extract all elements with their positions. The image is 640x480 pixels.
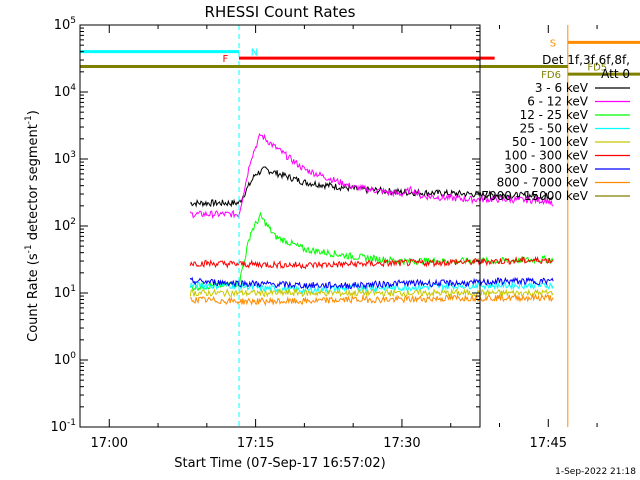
state-bar-label-6: FD6 [541,70,561,81]
series-line-1-segment-0 [189,133,554,220]
series-line-5-segment-0 [189,256,554,270]
legend-label-3: 25 - 50 keV [520,122,589,136]
y-tick-label-base-5: 10 [54,85,71,100]
x-axis-label: Start Time (07-Sep-17 16:57:02) [174,456,385,471]
state-bar-label-2: F [223,54,229,65]
legend-label-8: 7000 - 15000 keV [481,189,588,203]
series-line-2-segment-0 [189,211,554,292]
x-tick-label-3: 17:45 [530,436,567,451]
y-tick-label-exp-1: 0 [70,351,76,361]
y-tick-label-base-1: 10 [54,353,71,368]
chart-title: RHESSI Count Rates [205,3,356,21]
legend-label-6: 300 - 800 keV [504,162,588,176]
plot-frame [79,24,481,428]
y-tick-label-exp-4: 3 [70,150,76,160]
y-axis-label-suffix: ) [26,110,41,115]
y-tick-label-5: 104 [54,83,77,100]
y-tick-label-4: 103 [54,150,76,167]
legend-label-4: 50 - 100 keV [512,135,589,149]
y-axis-label-exp1: -1 [24,244,34,253]
state-bar-label-4: S [550,38,556,49]
y-tick-label-exp-6: 5 [70,16,76,26]
y-tick-label-2: 101 [54,284,76,301]
legend-label-1: 6 - 12 keV [527,95,589,109]
x-tick-label-1: 17:15 [237,436,274,451]
y-tick-label-base-4: 10 [54,152,71,167]
series-line-7-segment-0 [189,293,554,307]
legend-header-detectors: Det 1f,3f,6f,8f, [542,53,630,67]
y-axis-label-exp2: -1 [24,115,34,124]
y-tick-label-3: 102 [54,217,76,234]
y-tick-label-base-6: 10 [54,18,71,33]
plot-marks: N F S FD5 FD6 [79,25,640,427]
legend-label-7: 800 - 7000 keV [497,176,589,190]
y-tick-label-base-2: 10 [54,286,71,301]
y-tick-label-exp-3: 2 [70,217,76,227]
state-bar-label-5: FD5 [587,63,607,74]
y-tick-label-1: 100 [54,351,77,368]
state-bar-label-0: N [251,48,258,59]
x-tick-label-2: 17:30 [383,436,420,451]
y-axis-label-mid: detector segment [26,124,41,244]
y-axis-label-prefix: Count Rate (s [26,253,41,342]
legend-label-5: 100 - 300 keV [504,149,588,163]
y-tick-label-0: 10-1 [50,418,76,435]
y-axis-label: Count Rate (s-1 detector segment-1) [24,110,41,342]
y-tick-label-base-3: 10 [54,219,71,234]
legend-header-attenuator: Att 0 [601,67,630,81]
y-tick-label-exp-0: -1 [67,418,76,428]
x-tick-label-0: 17:00 [91,436,128,451]
legend-label-0: 3 - 6 keV [535,81,589,95]
y-tick-label-base-0: 10 [50,420,67,435]
date-stamp: 1-Sep-2022 21:18 [555,467,636,477]
y-tick-label-exp-2: 1 [70,284,76,294]
y-tick-label-exp-5: 4 [70,83,76,93]
y-tick-label-6: 105 [54,16,76,33]
legend-label-2: 12 - 25 keV [520,108,589,122]
series-line-6-segment-0 [189,276,554,291]
series-line-4-segment-0 [189,287,554,298]
